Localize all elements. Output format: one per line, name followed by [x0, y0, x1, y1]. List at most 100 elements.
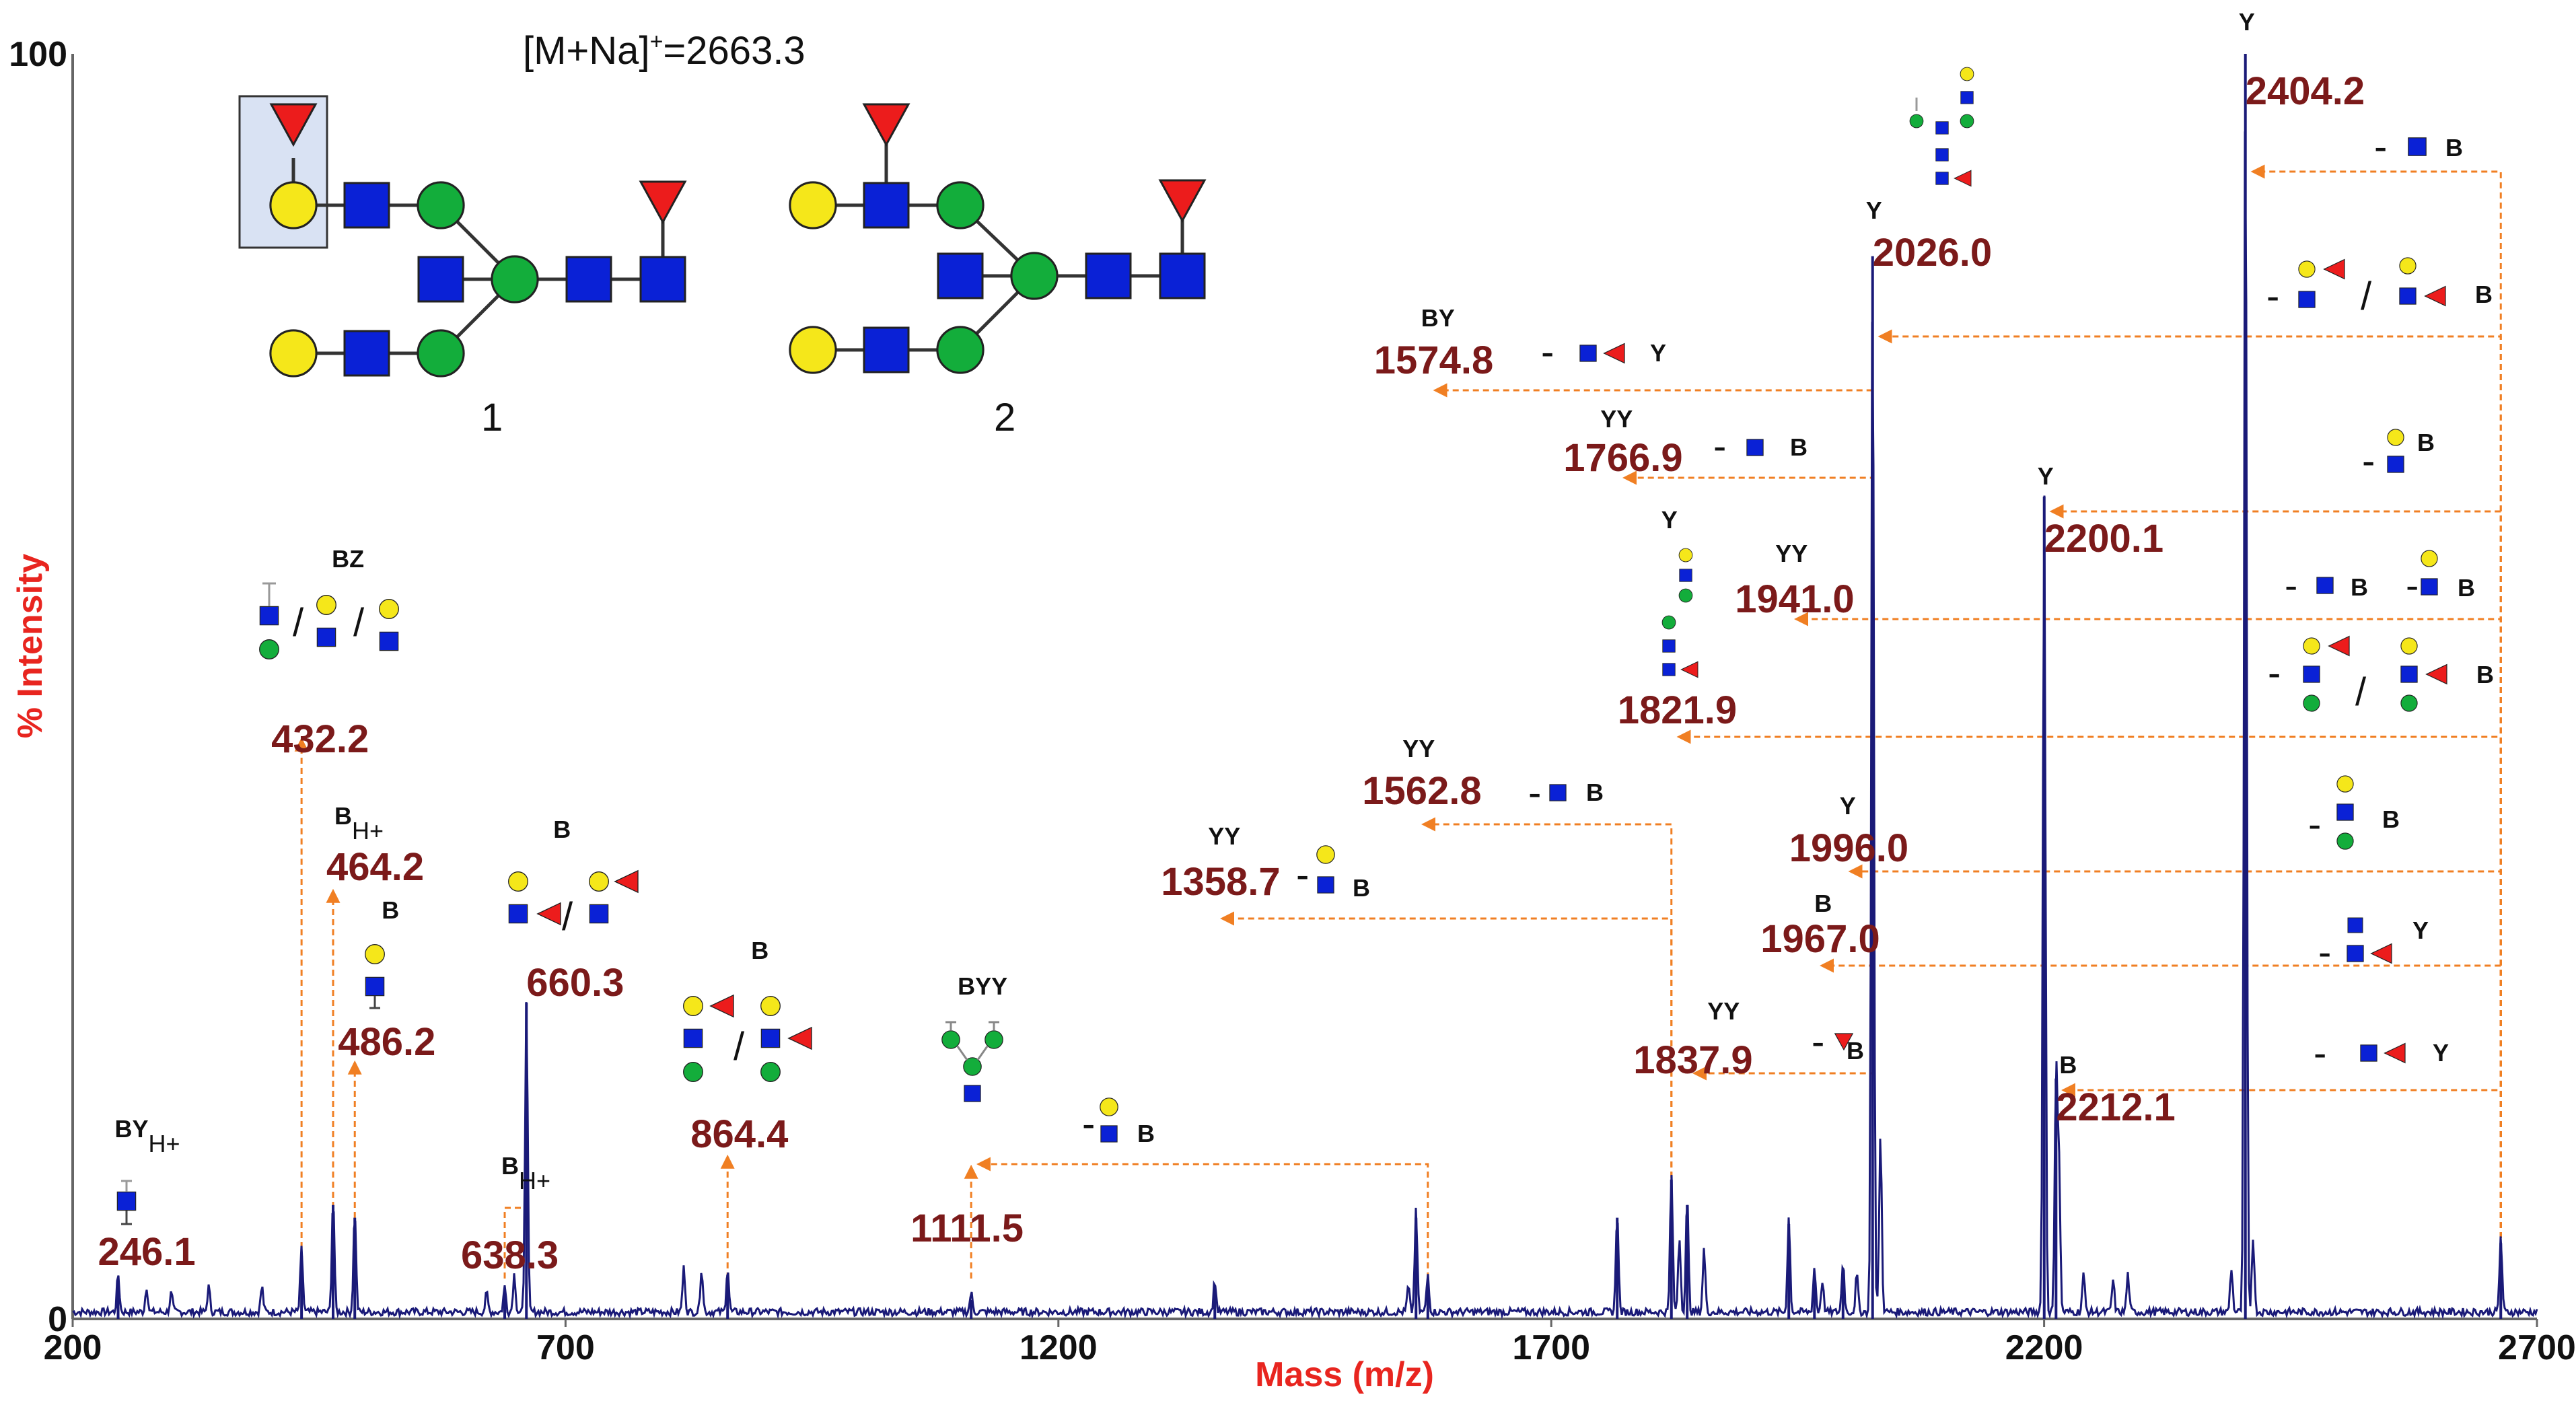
peak-mz-label: 660.3	[526, 961, 624, 1005]
peak-mz-label: 2200.1	[2044, 517, 2163, 561]
fucose-icon	[614, 870, 639, 893]
mannose-icon	[417, 181, 465, 229]
loss-minus: -	[2318, 931, 2331, 974]
loss-minus: -	[2314, 1032, 2326, 1075]
slash-separator: /	[293, 601, 304, 645]
galactose-icon	[2387, 429, 2404, 446]
glcnac-icon	[1549, 784, 1567, 801]
loss-minus: -	[1296, 853, 1309, 897]
galactose-icon	[1316, 845, 1335, 864]
loss-y: Y	[2433, 1039, 2449, 1067]
peak-mz-label: 1967.0	[1760, 917, 1880, 961]
glcnac-icon	[417, 256, 464, 303]
glcnac-icon	[116, 1191, 137, 1211]
galactose-icon	[1960, 67, 1974, 81]
fucose-icon	[639, 180, 686, 223]
slash-separator: /	[734, 1025, 745, 1069]
loss-minus: -	[1713, 425, 1726, 468]
y-tick-label: 0	[48, 1300, 67, 1339]
fragment-arrow	[1848, 864, 2502, 1319]
galactose-icon	[2298, 260, 2316, 278]
peak-marks	[116, 54, 2503, 1319]
peak-mz-label: 1941.0	[1735, 577, 1854, 621]
galactose-icon	[683, 996, 703, 1016]
ion-type-label: B	[382, 896, 399, 924]
mannose-icon	[491, 255, 539, 303]
glcnac-icon	[1317, 876, 1334, 894]
fucose-icon	[710, 995, 734, 1017]
loss-y: Y	[2412, 917, 2429, 944]
galactose-icon	[365, 944, 385, 964]
structure-2-bonds	[813, 124, 1184, 352]
peak-mz-label: 1837.9	[1633, 1038, 1752, 1082]
glcnac-icon	[1746, 439, 1764, 456]
fucose-icon	[863, 103, 910, 146]
ion-type-label: Y	[1866, 196, 1882, 224]
ion-type-label: B	[751, 937, 768, 964]
ion-type-label: B	[2059, 1051, 2077, 1079]
peak-mz-label: 1562.8	[1362, 769, 1481, 813]
fucose-icon	[2324, 259, 2345, 279]
galactose-icon	[2421, 550, 2438, 567]
fragment-arrow	[1877, 329, 2502, 1319]
peak-mz-label: 246.1	[98, 1230, 196, 1274]
peak-mz-label: 2026.0	[1873, 231, 1992, 275]
fucose-icon	[2371, 943, 2392, 964]
glcnac-icon	[760, 1028, 781, 1048]
mannose-icon	[760, 1062, 781, 1082]
mannose-icon	[683, 1062, 703, 1082]
glcnac-icon	[683, 1028, 703, 1048]
loss-minus: -	[2266, 275, 2279, 318]
loss-b: B	[2382, 805, 2400, 833]
loss-b: B	[2476, 661, 2494, 688]
glcnac-icon	[343, 182, 390, 229]
glcnac-icon	[365, 976, 385, 997]
ion-type-label: B	[553, 816, 571, 843]
galactose-icon	[269, 181, 318, 229]
mannose-icon	[936, 181, 985, 229]
fucose-icon	[1604, 343, 1625, 364]
x-tick-label: 2200	[2005, 1328, 2083, 1367]
galactose-icon	[789, 326, 837, 374]
glcnac-icon	[863, 326, 910, 373]
ion-type-label: BZ	[332, 545, 364, 573]
ion-type-label: Y	[1661, 506, 1678, 534]
peak-mz-label: 1358.7	[1161, 860, 1280, 904]
fucose-icon	[2425, 286, 2446, 306]
loss-minus: -	[2374, 125, 2387, 169]
x-tick-label: 1200	[1019, 1328, 1098, 1367]
x-axis-title: Mass (m/z)	[1255, 1355, 1434, 1394]
loss-minus: -	[1082, 1102, 1095, 1146]
loss-b: B	[1790, 433, 1808, 461]
mannose-icon	[417, 329, 465, 378]
loss-b: B	[2351, 573, 2368, 601]
glcnac-icon	[2298, 291, 2316, 308]
x-tick-label: 2700	[2498, 1328, 2576, 1367]
loss-minus: -	[2308, 803, 2321, 847]
fragment-arrow	[1692, 1066, 1874, 1319]
ion-type-label: YY	[1600, 405, 1633, 433]
fucose-icon	[788, 1027, 812, 1050]
structure-label-2: 2	[994, 396, 1015, 439]
fucose-icon	[1680, 661, 1698, 678]
glcnac-icon	[2336, 803, 2354, 821]
glcnac-icon	[2316, 577, 2334, 594]
glcnac-icon	[1159, 252, 1206, 299]
loss-b: B	[1586, 779, 1604, 806]
fragment-arrow	[1220, 911, 1673, 1319]
glcnac-icon	[1579, 345, 1597, 362]
peak-mz-label: 2212.1	[2056, 1085, 2175, 1129]
glcnac-icon	[2387, 456, 2404, 473]
galactose-icon	[760, 996, 781, 1016]
glcnac-icon	[343, 330, 390, 377]
glcnac-icon	[964, 1085, 981, 1102]
y-ticks: 0 100	[9, 35, 67, 1339]
glcnac-icon	[589, 904, 609, 924]
chart-title-value: =2663.3	[663, 29, 805, 73]
fucose-icon	[2384, 1042, 2406, 1064]
peak-mz-label: 1821.9	[1618, 688, 1737, 732]
loss-y: Y	[1650, 339, 1666, 367]
peak-mz-label: 432.2	[271, 717, 369, 761]
glcnac-icon	[1662, 663, 1676, 676]
mannose-icon	[2400, 694, 2418, 712]
